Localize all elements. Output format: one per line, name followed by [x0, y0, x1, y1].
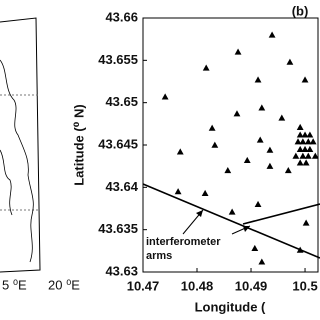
point [301, 145, 309, 152]
point [304, 152, 312, 159]
point [258, 258, 266, 265]
y-tick-label: 43.65 [105, 94, 138, 109]
y-tick-label: 43.66 [105, 9, 138, 24]
point [211, 141, 219, 148]
point [306, 145, 314, 152]
point [296, 159, 304, 166]
map-panel: 5 ⁰E 20 ⁰E [0, 17, 80, 292]
annotation: arms [146, 250, 172, 262]
y-tick-label: 43.635 [98, 221, 138, 236]
point [296, 145, 304, 152]
x-tick-label: 10.49 [235, 278, 268, 293]
point [233, 110, 241, 117]
map-label: 20 ⁰E [48, 277, 80, 292]
point [208, 124, 216, 131]
point [161, 93, 169, 100]
point [296, 246, 304, 253]
point [256, 136, 264, 143]
point [301, 131, 309, 138]
y-axis-label: Latitude (⁰ N) [71, 104, 86, 186]
point [284, 167, 292, 174]
x-axis-label: Longitude ( [195, 299, 266, 314]
point [201, 189, 209, 196]
y-tick-label: 43.64 [105, 179, 138, 194]
point [254, 76, 262, 83]
y-tick-label: 43.645 [98, 136, 138, 151]
point [299, 152, 307, 159]
y-tick-label: 43.63 [105, 263, 138, 278]
point [301, 76, 309, 83]
x-tick-label: 10.5 [292, 278, 317, 293]
point [258, 104, 266, 111]
point [228, 208, 236, 215]
point [309, 138, 317, 145]
point [176, 148, 184, 155]
point [251, 244, 259, 252]
point [304, 138, 312, 145]
annotation-arrowhead [196, 210, 203, 217]
point [311, 152, 319, 159]
point [286, 58, 294, 65]
point [174, 188, 182, 195]
annotation-arrowhead [243, 226, 250, 232]
point [306, 131, 314, 138]
annotation: interferometer [146, 236, 221, 248]
interferometer-arm [242, 203, 320, 225]
interferometer-arm [142, 183, 320, 259]
point [234, 48, 242, 55]
point [292, 152, 300, 159]
point [296, 131, 304, 138]
y-tick-label: 43.655 [98, 52, 138, 67]
point [278, 114, 286, 121]
map-coastline [0, 59, 34, 263]
point [254, 200, 262, 207]
point [243, 156, 251, 163]
point [302, 159, 310, 166]
point [299, 138, 307, 145]
point [268, 31, 276, 38]
map-frame [0, 17, 41, 273]
chart-title: (b) [292, 3, 309, 18]
map-label: 5 ⁰E [2, 277, 27, 292]
point [266, 162, 274, 169]
x-tick-label: 10.48 [181, 278, 214, 293]
plot-frame [142, 17, 319, 273]
point [224, 167, 232, 174]
point [266, 146, 274, 153]
point [302, 219, 310, 226]
x-tick-label: 10.47 [127, 278, 160, 293]
point [296, 123, 304, 130]
point [202, 64, 210, 71]
point [294, 138, 302, 145]
